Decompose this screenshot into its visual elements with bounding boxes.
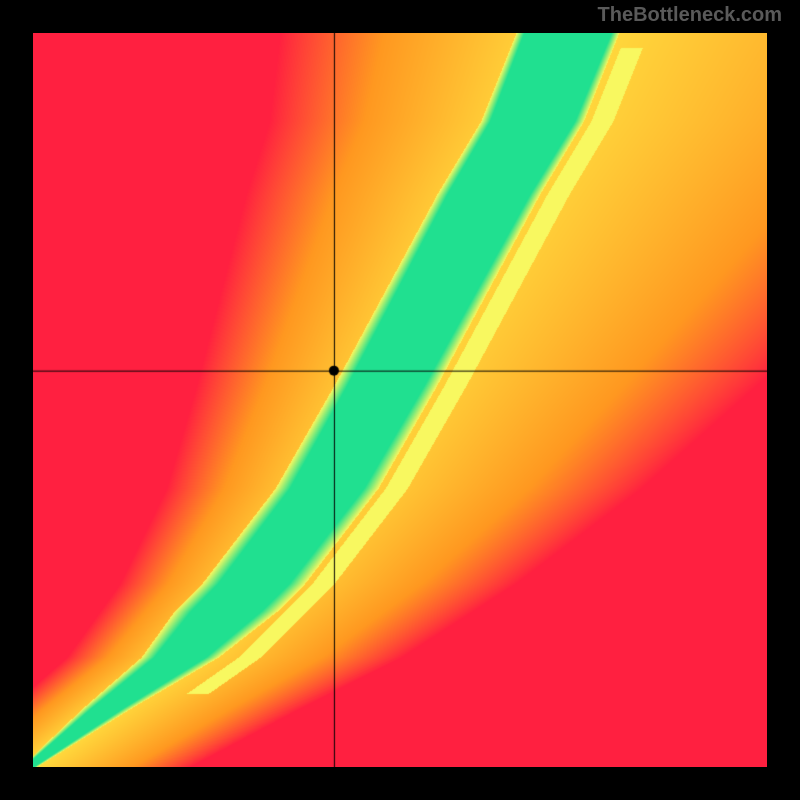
heatmap-plot: [33, 33, 767, 767]
watermark-text: TheBottleneck.com: [598, 4, 782, 27]
heatmap-canvas: [33, 33, 767, 767]
